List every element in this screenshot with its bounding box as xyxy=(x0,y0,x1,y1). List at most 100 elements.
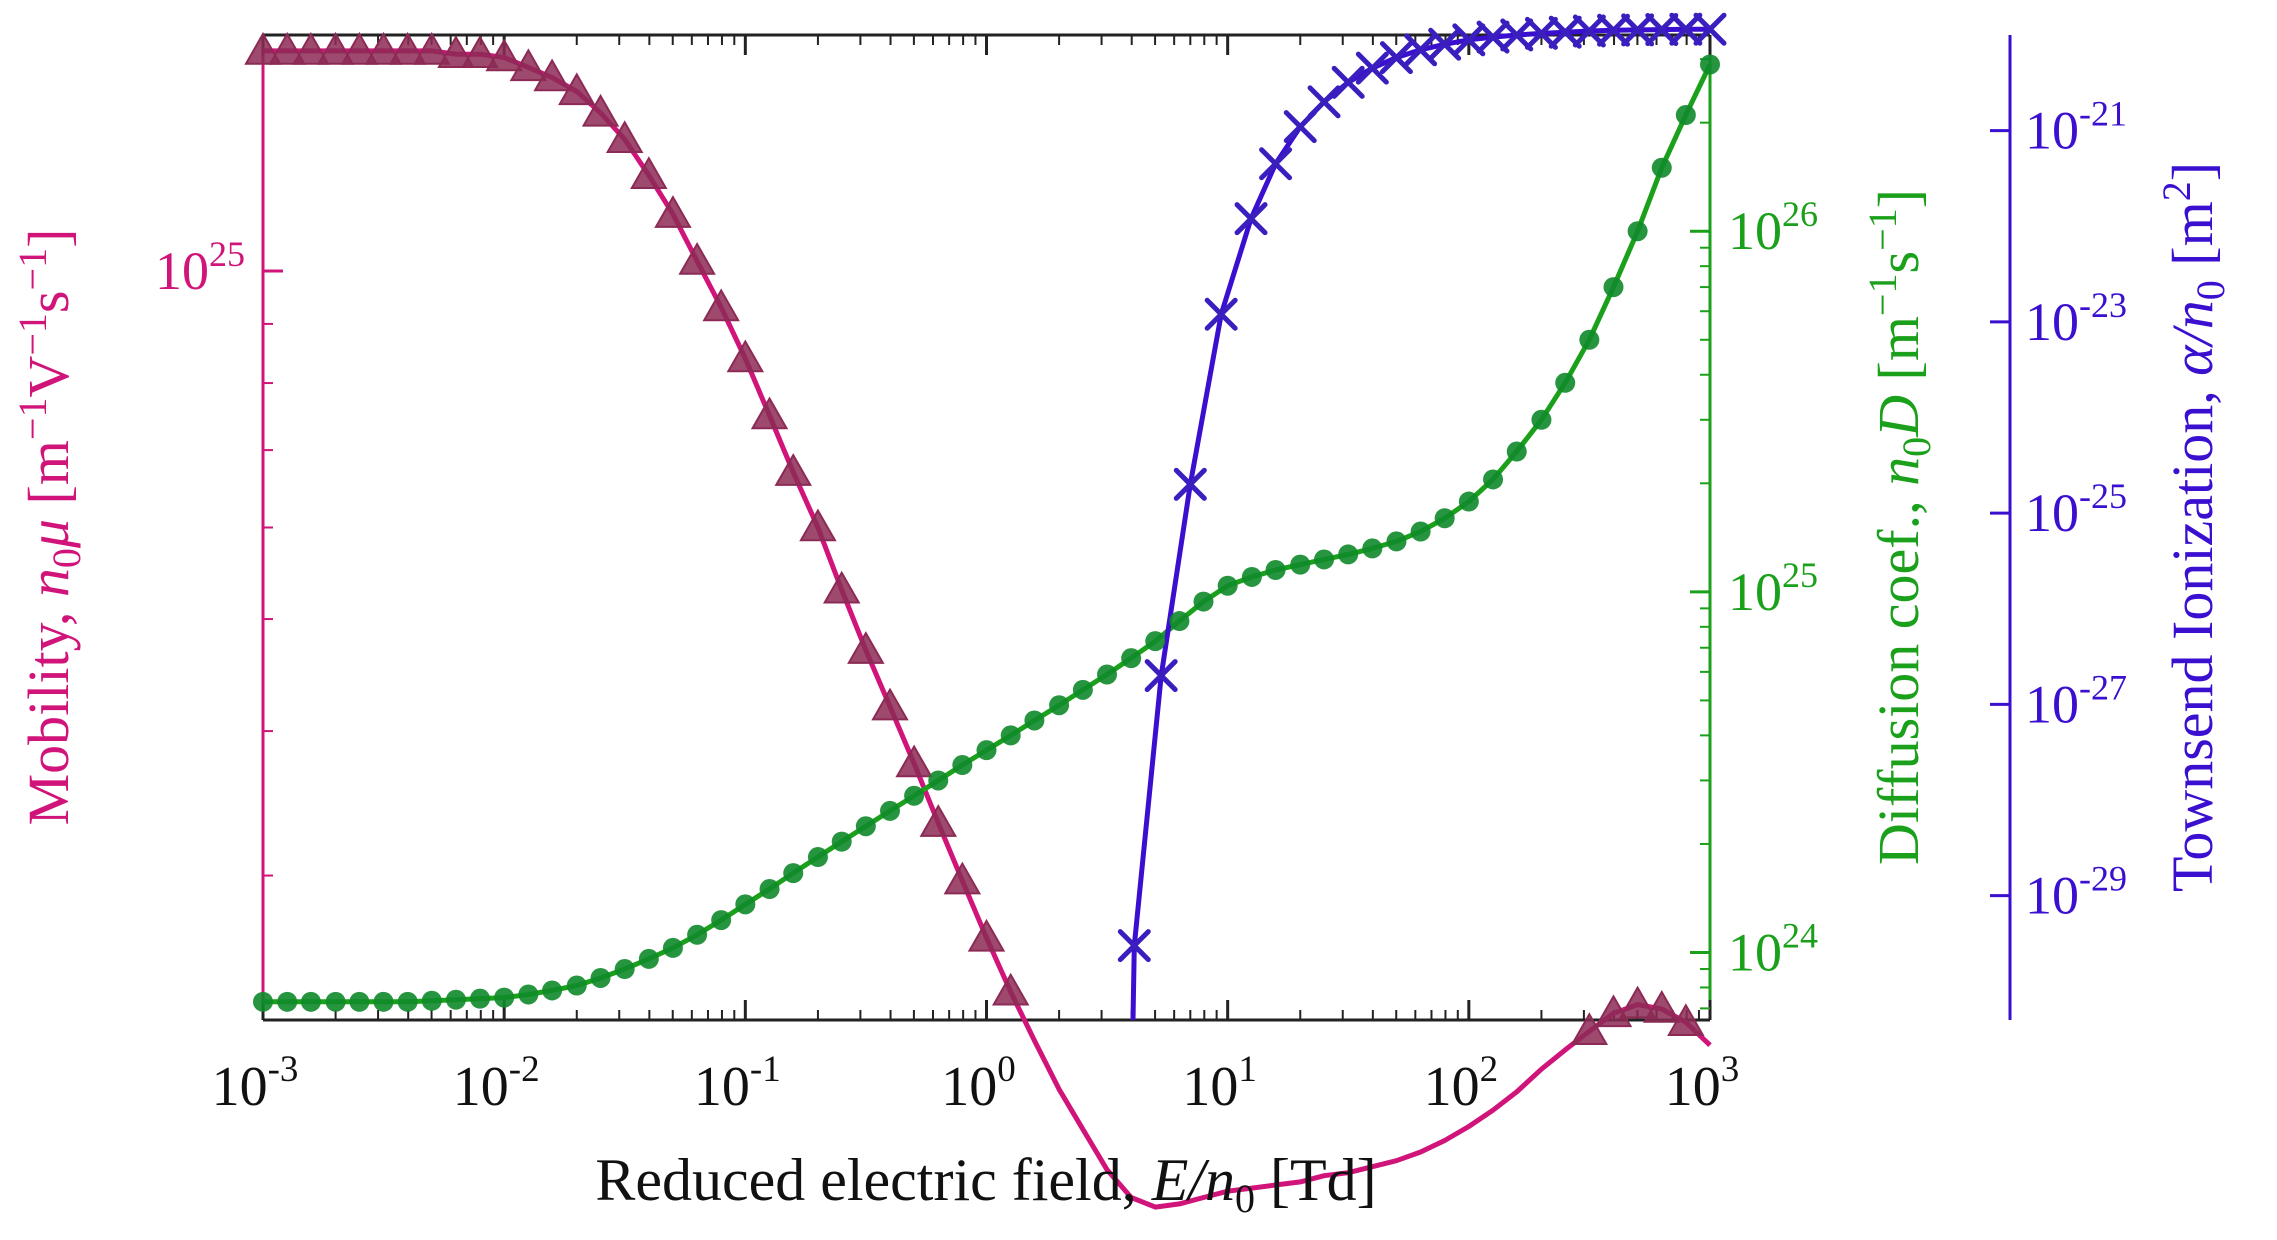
diffusion-point xyxy=(445,989,466,1010)
mobility-point xyxy=(292,31,330,65)
diffusion-point xyxy=(1506,441,1527,462)
diffusion-tick-label: 1024 xyxy=(1728,916,1818,983)
diffusion-point xyxy=(325,991,346,1012)
townsend-point xyxy=(1597,13,1631,47)
diffusion-point xyxy=(397,991,418,1012)
mobility-point xyxy=(1618,985,1657,1019)
diffusion-point xyxy=(1265,559,1286,580)
diffusion-point xyxy=(904,785,925,806)
mobility-point xyxy=(919,804,957,837)
mobility-point xyxy=(678,242,716,275)
townsend-point xyxy=(1500,18,1534,52)
diffusion-point xyxy=(831,831,852,852)
diffusion-point xyxy=(783,863,804,884)
diffusion-point xyxy=(494,987,515,1008)
x-tick-label: 10-1 xyxy=(694,1049,781,1118)
diffusion-point xyxy=(1434,508,1455,529)
mobility-point xyxy=(799,508,837,542)
mobility-point xyxy=(437,35,475,68)
mobility-point xyxy=(943,861,982,895)
mobility-point xyxy=(871,687,909,721)
diffusion-point xyxy=(1483,469,1504,490)
diffusion-point xyxy=(711,910,732,931)
diffusion-point xyxy=(1314,549,1335,570)
diffusion-point xyxy=(1121,648,1142,669)
townsend-point xyxy=(1548,15,1582,49)
diffusion-point xyxy=(1603,277,1624,298)
diffusion-point xyxy=(976,740,997,761)
diffusion-tick-label: 1026 xyxy=(1728,194,1818,261)
mobility-point xyxy=(581,93,620,127)
x-tick-label: 10-3 xyxy=(212,1049,299,1118)
diffusion-axis-ticks: 1024 1025 1026 xyxy=(1690,58,1818,1010)
townsend-tick-label: 10-23 xyxy=(2025,285,2127,352)
mobility-point xyxy=(485,38,523,72)
diffusion-point xyxy=(542,980,563,1001)
diffusion-point xyxy=(1193,591,1214,612)
townsend-point xyxy=(1621,13,1655,47)
mobility-point xyxy=(702,288,740,322)
diffusion-point xyxy=(253,991,273,1012)
diffusion-point xyxy=(855,816,876,837)
x-axis-ticks xyxy=(261,35,1712,1020)
mobility-point xyxy=(244,31,282,65)
mobility-point xyxy=(558,72,596,106)
mobility-point xyxy=(1570,1012,1609,1046)
mobility-point xyxy=(268,31,306,65)
townsend-tick-label: 10-27 xyxy=(2025,667,2127,734)
mobility-point xyxy=(654,195,692,228)
diffusion-point xyxy=(1579,329,1600,350)
mobility-point xyxy=(1667,1003,1705,1036)
x-axis-title: Reduced electric field, E/n0 [Td] xyxy=(595,1147,1376,1221)
diffusion-point xyxy=(518,984,539,1005)
diffusion-point xyxy=(880,800,901,821)
diffusion-point xyxy=(277,991,298,1012)
diffusion-point xyxy=(687,924,708,945)
townsend-point xyxy=(1117,929,1151,963)
mobility-point xyxy=(1594,994,1633,1028)
diffusion-point xyxy=(566,975,587,996)
diffusion-point xyxy=(1458,491,1479,512)
x-tick-label: 103 xyxy=(1665,1049,1740,1118)
x-tick-label: 102 xyxy=(1424,1049,1499,1118)
townsend-point xyxy=(1669,12,1703,46)
diffusion-point xyxy=(1169,611,1190,632)
mobility-point xyxy=(967,918,1006,952)
mobility-point xyxy=(388,31,427,65)
townsend-point xyxy=(1572,14,1606,48)
diffusion-point xyxy=(1145,631,1166,652)
mobility-point xyxy=(847,631,885,664)
mobility-point xyxy=(822,570,861,604)
diffusion-point xyxy=(1000,725,1021,746)
mobility-point xyxy=(364,31,403,65)
townsend-point xyxy=(1645,13,1679,47)
mobility-point xyxy=(1643,989,1681,1023)
diffusion-point xyxy=(1410,521,1431,542)
townsend-point xyxy=(1693,12,1727,46)
diffusion-point xyxy=(1049,695,1070,716)
diffusion-point xyxy=(300,991,321,1012)
diffusion-point xyxy=(928,770,949,791)
series-markers xyxy=(244,12,1727,1046)
x-tick-label: 101 xyxy=(1182,1049,1257,1118)
diffusion-point xyxy=(952,755,973,776)
diffusion-axis-title: Diffusion coef., n0D [m−1s−1] xyxy=(1860,189,1939,865)
diffusion-point xyxy=(1072,679,1093,700)
mobility-axis-title: Mobility, n0μ [m−1V−1s−1] xyxy=(10,229,89,826)
townsend-point xyxy=(1234,202,1268,236)
diffusion-point xyxy=(590,967,611,988)
townsend-point xyxy=(1355,51,1389,85)
diffusion-point xyxy=(1555,372,1576,393)
townsend-point xyxy=(1379,41,1413,75)
diffusion-point xyxy=(1217,575,1238,596)
diffusion-tick-label: 1025 xyxy=(1728,555,1818,622)
diffusion-point xyxy=(1651,157,1672,178)
diffusion-point xyxy=(638,948,659,969)
townsend-point xyxy=(1331,65,1365,99)
diffusion-point xyxy=(662,937,683,958)
diffusion-point xyxy=(1531,409,1552,430)
mobility-axis-ticks: 1025 xyxy=(155,234,283,877)
diffusion-series-line xyxy=(263,63,1713,1005)
diffusion-point xyxy=(1675,105,1696,126)
